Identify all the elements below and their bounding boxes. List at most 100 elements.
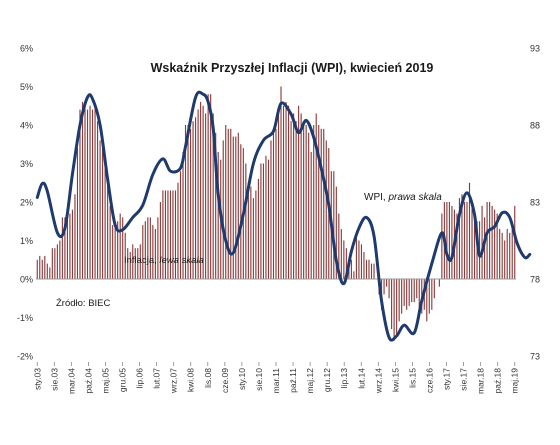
inflation-bar — [84, 105, 86, 279]
wpi-annotation-scale: prawa skala — [387, 192, 442, 203]
left-axis-tick-label: 0% — [20, 275, 33, 285]
inflation-bar — [245, 163, 247, 279]
inflation-bar — [323, 128, 325, 279]
inflation-bar — [338, 213, 340, 279]
x-axis-tick-label: sie.10 — [254, 368, 264, 391]
inflation-bar — [189, 128, 192, 279]
x-axis-tick-label: kwi.15 — [390, 368, 400, 392]
inflation-bar — [260, 163, 262, 279]
inflation-bar — [413, 279, 415, 303]
inflation-bar — [448, 202, 450, 279]
x-axis-tick-label: lip.06 — [135, 368, 145, 389]
inflation-bar — [300, 113, 302, 279]
inflation-bar — [473, 217, 476, 279]
inflation-bar — [343, 240, 345, 279]
inflation-bar — [506, 228, 508, 279]
inflation-bar — [441, 213, 443, 279]
inflation-bar — [514, 205, 516, 279]
x-axis-tick-label: maj.12 — [305, 368, 315, 394]
x-axis-tick-label: gru.12 — [322, 368, 332, 392]
inflation-bar — [119, 213, 121, 279]
inflation-bar — [215, 132, 217, 279]
inflation-bar — [333, 171, 335, 279]
inflation-bar — [461, 194, 463, 279]
x-axis-tick-label: maj.19 — [510, 368, 520, 394]
inflation-bar — [205, 113, 207, 279]
inflation-bar — [76, 148, 79, 279]
inflation-bar — [139, 244, 141, 279]
inflation-bar — [94, 105, 96, 279]
inflation-bar — [463, 202, 466, 279]
inflation-bar — [97, 121, 99, 280]
inflation-bar — [237, 132, 239, 279]
inflation-bar — [61, 217, 63, 279]
inflation-bar — [79, 109, 81, 279]
inflation-bar — [122, 217, 124, 279]
x-axis-tick-label: sty.03 — [32, 368, 42, 390]
x-axis-tick-label: lut.07 — [152, 368, 162, 389]
inflation-bar — [192, 121, 194, 280]
inflation-bar — [117, 221, 119, 279]
inflation-bar — [99, 140, 101, 279]
inflation-bar — [41, 259, 43, 279]
inflation-bar — [496, 213, 498, 279]
inflation-bar — [373, 263, 375, 279]
inflation-bar — [456, 213, 458, 279]
inflation-bar — [303, 125, 305, 279]
x-axis-tick-label: lis.15 — [407, 368, 417, 388]
inflation-bar — [481, 205, 483, 279]
inflation-bar — [157, 217, 159, 279]
inflation-bar — [458, 198, 461, 279]
wpi-annotation: WPI, prawa skala — [364, 192, 442, 203]
inflation-annotation-scale: lewa skala — [159, 255, 203, 266]
inflation-bar — [172, 190, 174, 279]
inflation-bar — [509, 232, 511, 279]
chart-title: Wskaźnik Przyszłej Inflacji (WPI), kwiec… — [151, 61, 434, 75]
inflation-bar — [426, 279, 428, 322]
inflation-bar — [280, 86, 282, 279]
inflation-bar — [290, 121, 292, 280]
inflation-bar — [232, 136, 234, 279]
inflation-bar — [267, 159, 270, 279]
inflation-bar — [129, 252, 131, 279]
right-axis-tick-label: 93 — [530, 44, 540, 54]
inflation-bar — [174, 190, 177, 279]
inflation-bar — [200, 101, 202, 280]
inflation-bar — [489, 202, 491, 279]
inflation-bar — [227, 128, 229, 279]
inflation-bar — [386, 279, 388, 287]
x-axis-tick-label: paź.18 — [493, 368, 503, 394]
inflation-bar — [144, 221, 146, 279]
inflation-bar — [212, 113, 214, 279]
inflation-bar — [257, 178, 259, 279]
inflation-bar — [39, 255, 41, 279]
inflation-bar — [107, 182, 109, 279]
x-axis-tick-label: gru.05 — [118, 368, 128, 392]
inflation-bar — [491, 205, 493, 279]
inflation-bar — [468, 182, 471, 279]
inflation-bar — [167, 190, 169, 279]
inflation-bar — [393, 279, 395, 341]
left-axis-tick-label: 4% — [20, 121, 33, 131]
inflation-bar — [272, 132, 275, 279]
right-axis-tick-label: 73 — [530, 352, 540, 362]
inflation-bar — [320, 128, 322, 279]
x-axis-tick-label: lis.08 — [203, 368, 213, 388]
inflation-bar — [401, 279, 403, 314]
inflation-bar — [288, 105, 290, 279]
inflation-bar — [345, 248, 347, 279]
inflation-bar — [428, 279, 430, 314]
inflation-bar — [501, 232, 503, 279]
inflation-bar — [235, 136, 237, 279]
left-axis-tick-label: 3% — [20, 159, 33, 169]
inflation-bar — [325, 140, 327, 279]
inflation-bar — [275, 128, 277, 279]
inflation-bar — [433, 279, 435, 299]
x-axis-tick-label: cze.16 — [424, 368, 434, 393]
inflation-bar — [240, 144, 242, 279]
inflation-bar — [358, 240, 360, 279]
inflation-bar — [169, 190, 172, 279]
inflation-bar — [59, 240, 61, 279]
inflation-bar — [438, 279, 440, 287]
inflation-bar — [137, 248, 139, 279]
